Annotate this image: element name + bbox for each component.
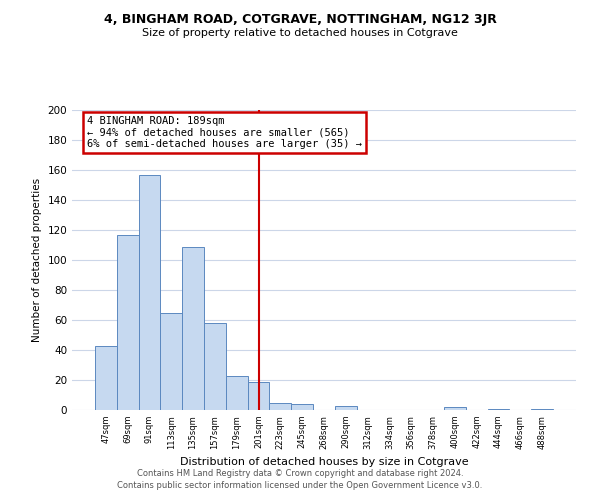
Bar (139, 174, 160, 410)
Y-axis label: Number of detached properties: Number of detached properties (32, 178, 42, 342)
Text: Contains public sector information licensed under the Open Government Licence v3: Contains public sector information licen… (118, 481, 482, 490)
X-axis label: Distribution of detached houses by size in Cotgrave: Distribution of detached houses by size … (179, 457, 469, 467)
Bar (269, 402, 291, 410)
Bar (226, 376, 248, 410)
Text: Contains HM Land Registry data © Crown copyright and database right 2024.: Contains HM Land Registry data © Crown c… (137, 468, 463, 477)
Text: 4 BINGHAM ROAD: 189sqm
← 94% of detached houses are smaller (565)
6% of semi-det: 4 BINGHAM ROAD: 189sqm ← 94% of detached… (87, 116, 362, 149)
Text: 4, BINGHAM ROAD, COTGRAVE, NOTTINGHAM, NG12 3JR: 4, BINGHAM ROAD, COTGRAVE, NOTTINGHAM, N… (104, 12, 496, 26)
Bar (117, 234, 139, 410)
Text: Size of property relative to detached houses in Cotgrave: Size of property relative to detached ho… (142, 28, 458, 38)
Bar (182, 246, 204, 410)
Bar (444, 407, 466, 410)
Bar (95, 346, 117, 410)
Bar (488, 408, 509, 410)
Bar (248, 382, 269, 410)
Bar (531, 408, 553, 410)
Bar (204, 323, 226, 410)
Bar (160, 312, 182, 410)
Bar (335, 406, 357, 410)
Bar (291, 404, 313, 410)
